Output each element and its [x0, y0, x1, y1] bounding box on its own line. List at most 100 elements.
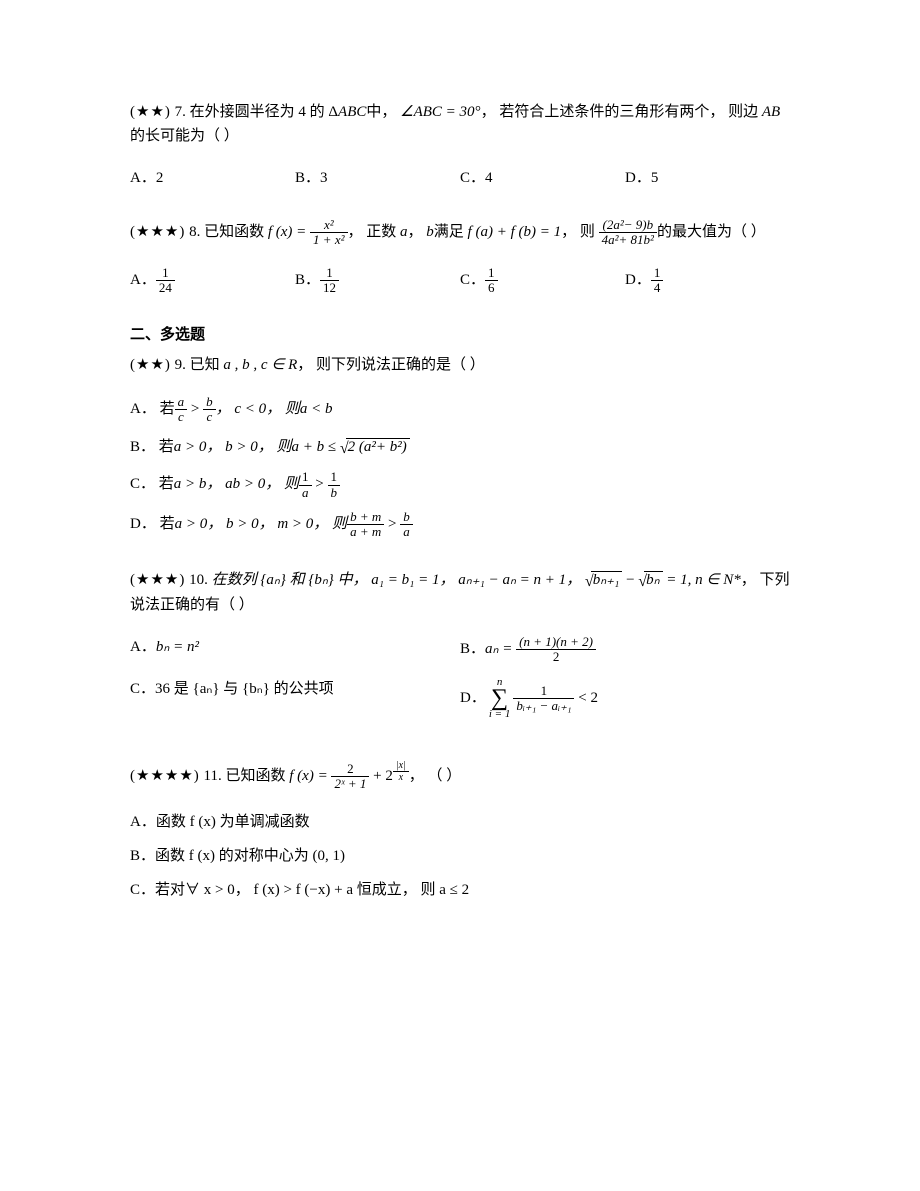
sqrt-icon: √: [340, 436, 349, 462]
text: 在数列 {aₙ} 和 {bₙ} 中， a₁ = b₁ = 1， aₙ₊₁ − a…: [212, 572, 585, 588]
options: A．2 B．3 C．4 D．5: [130, 166, 790, 190]
text: 已知函数: [204, 224, 264, 240]
option-a[interactable]: A．2: [130, 166, 295, 190]
option-a[interactable]: A．124: [130, 266, 295, 296]
option-c[interactable]: C． 若a > b， ab > 0， 则1a > 1b: [130, 470, 790, 500]
opt-val: 若对∀ x > 0， f (x) > f (−x) + a 恒成立， 则 a ≤…: [155, 882, 469, 898]
numerator: 2: [331, 762, 369, 777]
fraction: 1bᵢ₊₁ − aᵢ₊₁: [513, 684, 574, 714]
denominator: 6: [485, 281, 498, 295]
numerator: (2a²− 9)b: [599, 218, 657, 233]
opt-label: C．: [130, 477, 155, 493]
option-c[interactable]: C．16: [460, 266, 625, 296]
option-b[interactable]: B．112: [295, 266, 460, 296]
option-d[interactable]: D．n∑i = 11bᵢ₊₁ − aᵢ₊₁ < 2: [460, 677, 790, 721]
text: a + b ≤: [292, 439, 340, 455]
option-d[interactable]: D．14: [625, 266, 790, 296]
options: A．函数 f (x) 为单调减函数 B．函数 f (x) 的对称中心为 (0, …: [130, 810, 790, 902]
section-heading: 二、多选题: [130, 323, 790, 347]
numerator: a: [175, 395, 188, 410]
opt-label: B．: [130, 439, 155, 455]
fraction: 124: [156, 266, 175, 296]
opt-label: A．: [130, 272, 156, 288]
text: ， 正数: [348, 224, 401, 240]
numerator: b: [203, 395, 216, 410]
text: ， 则下列说法正确的是（ ）: [297, 357, 485, 373]
text: −: [622, 572, 638, 588]
opt-val: 3: [320, 170, 328, 186]
q11-text: (★★★★) 11. 已知函数 f (x) = 22ˣ + 1 + 2|x|x，…: [130, 760, 790, 791]
text: b: [426, 224, 434, 240]
option-b[interactable]: B．aₙ = (n + 1)(n + 2)2: [460, 635, 790, 665]
question-8: (★★★) 8. 已知函数 f (x) = x²1 + x²， 正数 a， b满…: [130, 218, 790, 295]
option-b[interactable]: B． 若a > 0， b > 0， 则a + b ≤ √2 (a²+ b²): [130, 435, 790, 461]
opt-label: A．: [130, 401, 156, 417]
q9-text: (★★) 9. 已知 a , b , c ∈ R， 则下列说法正确的是（ ）: [130, 353, 790, 377]
q7-text: (★★) 7. 在外接圆半径为 4 的 ΔABC中， ∠ABC = 30°， 若…: [130, 100, 790, 148]
options: A．124 B．112 C．16 D．14: [130, 266, 790, 296]
numerator: 1: [485, 266, 498, 281]
opt-label: C．: [460, 170, 485, 186]
opt-val: 36 是 {aₙ} 与 {bₙ} 的公共项: [155, 681, 334, 697]
difficulty-stars: (★★): [130, 357, 171, 373]
text: a > 0， b > 0， 则: [174, 439, 292, 455]
opt-label: C．: [130, 681, 155, 697]
fraction: x²1 + x²: [310, 218, 347, 248]
option-a[interactable]: A． 若ac > bc， c < 0， 则a < b: [130, 395, 790, 425]
option-c[interactable]: C．4: [460, 166, 625, 190]
text: a > b， ab > 0， 则: [174, 477, 299, 493]
q8-text: (★★★) 8. 已知函数 f (x) = x²1 + x²， 正数 a， b满…: [130, 218, 790, 248]
fraction: b + ma + m: [347, 510, 384, 540]
difficulty-stars: (★★★): [130, 224, 185, 240]
numerator: 1: [320, 266, 339, 281]
text: + 2: [369, 768, 392, 784]
sqrt-icon: √: [585, 569, 594, 595]
denominator: a: [299, 486, 312, 500]
option-a[interactable]: A．函数 f (x) 为单调减函数: [130, 810, 790, 834]
denominator: x: [393, 772, 409, 783]
option-b[interactable]: B．函数 f (x) 的对称中心为 (0, 1): [130, 844, 790, 868]
text: 的长可能为（ ）: [130, 128, 239, 144]
text: 在外接圆半径为 4 的 Δ: [190, 104, 338, 120]
denominator: bᵢ₊₁ − aᵢ₊₁: [513, 699, 574, 713]
denominator: 2: [516, 650, 596, 664]
option-c[interactable]: C．若对∀ x > 0， f (x) > f (−x) + a 恒成立， 则 a…: [130, 878, 790, 902]
option-d[interactable]: D．5: [625, 166, 790, 190]
option-b[interactable]: B．3: [295, 166, 460, 190]
numerator: 1: [513, 684, 574, 699]
fraction: |x|x: [393, 760, 409, 783]
numerator: x²: [310, 218, 347, 233]
text: 已知函数: [225, 768, 289, 784]
numerator: b: [400, 510, 413, 525]
opt-val: bₙ = n²: [156, 639, 199, 655]
q-number: 9.: [175, 357, 186, 373]
text: 满足: [434, 224, 468, 240]
text: 若: [160, 516, 175, 532]
text: AB: [762, 104, 780, 120]
option-a[interactable]: A．bₙ = n²: [130, 635, 460, 665]
denominator: a: [400, 525, 413, 539]
opt-label: D．: [625, 272, 651, 288]
difficulty-stars: (★★): [130, 104, 171, 120]
question-11: (★★★★) 11. 已知函数 f (x) = 22ˣ + 1 + 2|x|x，…: [130, 760, 790, 901]
sum-lower: i = 1: [489, 709, 510, 720]
q10-text: (★★★) 10. 在数列 {aₙ} 和 {bₙ} 中， a₁ = b₁ = 1…: [130, 568, 790, 618]
text: 中，: [366, 104, 396, 120]
text: = 1, n ∈ N*: [663, 572, 741, 588]
text: a: [400, 224, 408, 240]
option-c[interactable]: C．36 是 {aₙ} 与 {bₙ} 的公共项: [130, 677, 460, 721]
opt-label: C．: [130, 882, 155, 898]
q-number: 11.: [204, 768, 222, 784]
angle-expr: ∠ABC = 30°: [400, 104, 480, 120]
text: a < b: [300, 401, 333, 417]
numerator: 1: [328, 470, 341, 485]
option-d[interactable]: D． 若a > 0， b > 0， m > 0， 则b + ma + m > b…: [130, 510, 790, 540]
text: f (a) + f (b) = 1: [468, 224, 562, 240]
question-10: (★★★) 10. 在数列 {aₙ} 和 {bₙ} 中， a₁ = b₁ = 1…: [130, 568, 790, 733]
text: ，: [408, 224, 427, 240]
fraction: bc: [203, 395, 216, 425]
opt-label: B．: [130, 848, 155, 864]
fraction: (2a²− 9)b4a²+ 81b²: [599, 218, 657, 248]
numerator: 1: [156, 266, 175, 281]
fraction: 16: [485, 266, 498, 296]
